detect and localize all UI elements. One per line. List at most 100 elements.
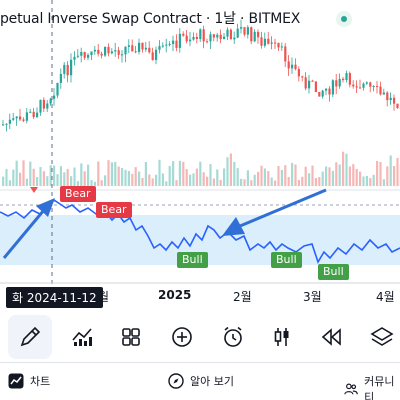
- volume-bar: [97, 161, 100, 186]
- candle-body: [297, 69, 300, 77]
- volume-bar: [22, 160, 25, 186]
- candle-body: [178, 33, 181, 48]
- bull-signal-label-1: Bull: [177, 252, 208, 268]
- candle-body: [342, 78, 345, 81]
- volume-bar: [12, 169, 15, 186]
- candle-body: [229, 29, 232, 40]
- indicators-tool-button[interactable]: [64, 319, 100, 355]
- candle-body: [314, 81, 317, 93]
- replay-tool-button[interactable]: [314, 319, 350, 355]
- price-chart[interactable]: [0, 0, 400, 310]
- volume-bar: [372, 174, 375, 186]
- nav-chart-label: 차트: [30, 375, 51, 388]
- volume-bar: [325, 166, 328, 186]
- candle-body: [365, 82, 368, 84]
- bull-signal-label-3: Bull: [318, 264, 349, 280]
- candle-body: [29, 111, 32, 113]
- layouts-tool-button[interactable]: [113, 319, 149, 355]
- candle-body: [15, 116, 18, 119]
- volume-bar: [178, 160, 181, 186]
- volume-bar: [280, 169, 283, 186]
- alert-tool-button[interactable]: [215, 319, 251, 355]
- volume-bar: [382, 179, 385, 186]
- candle-body: [301, 76, 304, 78]
- candle-body: [199, 29, 202, 40]
- volume-bar: [110, 162, 113, 186]
- rewind-icon: [321, 328, 341, 346]
- volume-bar: [240, 178, 243, 186]
- candles-tool-button[interactable]: [264, 319, 300, 355]
- volume-bar: [328, 167, 331, 186]
- volume-bar: [36, 177, 39, 186]
- candle-body: [131, 45, 134, 52]
- candle-body: [104, 46, 107, 56]
- volume-bar: [182, 161, 185, 186]
- candle-body: [189, 39, 192, 42]
- candle-body: [127, 45, 130, 47]
- volume-bar: [274, 180, 277, 186]
- add-tool-button[interactable]: [164, 319, 200, 355]
- volume-bar: [161, 173, 164, 186]
- nav-chart[interactable]: 차트: [8, 373, 50, 389]
- candle-body: [257, 31, 260, 38]
- volume-bar: [260, 165, 263, 186]
- volume-bar: [379, 161, 382, 186]
- candle-body: [291, 64, 294, 69]
- candle-body: [206, 41, 209, 43]
- candle-body: [267, 38, 270, 44]
- volume-bar: [2, 176, 5, 186]
- volume-bar: [362, 176, 365, 186]
- candle-body: [233, 37, 236, 40]
- candle-body: [195, 36, 198, 40]
- x-axis-label-2025: 2025: [158, 288, 192, 302]
- volume-bar: [8, 180, 11, 186]
- candle-body: [168, 44, 171, 46]
- nav-community[interactable]: 커뮤니티: [344, 373, 400, 400]
- bottom-navigation: 차트 알아 보기 커뮤니티: [0, 362, 400, 400]
- volume-bar: [389, 155, 392, 186]
- candle-body: [311, 80, 314, 82]
- candle-body: [321, 90, 324, 97]
- candle-body: [138, 42, 141, 52]
- x-axis-label-mar: 3월: [303, 290, 322, 304]
- nav-explore[interactable]: 알아 보기: [168, 373, 234, 389]
- candle-body: [192, 36, 195, 40]
- volume-bar: [144, 162, 147, 186]
- volume-bar: [114, 161, 117, 186]
- candle-body: [2, 124, 5, 126]
- volume-bar: [15, 160, 18, 186]
- volume-bar: [76, 181, 79, 186]
- volume-bar: [104, 175, 107, 186]
- candle-body: [304, 77, 307, 89]
- volume-bar: [311, 165, 314, 186]
- candle-body: [376, 85, 379, 87]
- volume-bar: [155, 174, 158, 186]
- volume-bar: [219, 179, 222, 186]
- volume-bar: [308, 173, 311, 186]
- candle-body: [263, 38, 266, 46]
- volume-bar: [80, 163, 83, 186]
- volume-bar: [25, 178, 28, 186]
- volume-bar: [348, 166, 351, 186]
- candle-body: [36, 112, 39, 117]
- layers-tool-button[interactable]: [364, 319, 400, 355]
- volume-bar: [19, 172, 22, 186]
- candle-body: [73, 56, 76, 60]
- volume-bar: [73, 167, 76, 186]
- candle-body: [90, 51, 93, 55]
- volume-bar: [42, 171, 45, 186]
- volume-bar: [376, 161, 379, 186]
- volume-bar: [291, 162, 294, 186]
- chart-title[interactable]: petual Inverse Swap Contract · 1날 · BITM…: [0, 11, 301, 27]
- volume-bar: [338, 164, 341, 186]
- volume-bar: [5, 169, 8, 186]
- candle-body: [76, 55, 79, 57]
- volume-bar: [172, 161, 175, 186]
- candle-body: [39, 99, 42, 113]
- candle-body: [382, 92, 385, 95]
- x-axis-label-apr: 4월: [376, 290, 395, 304]
- volume-bar: [165, 181, 168, 186]
- volume-bar: [284, 165, 287, 186]
- pencil-tool-button[interactable]: [8, 315, 52, 359]
- volume-bar: [148, 174, 151, 186]
